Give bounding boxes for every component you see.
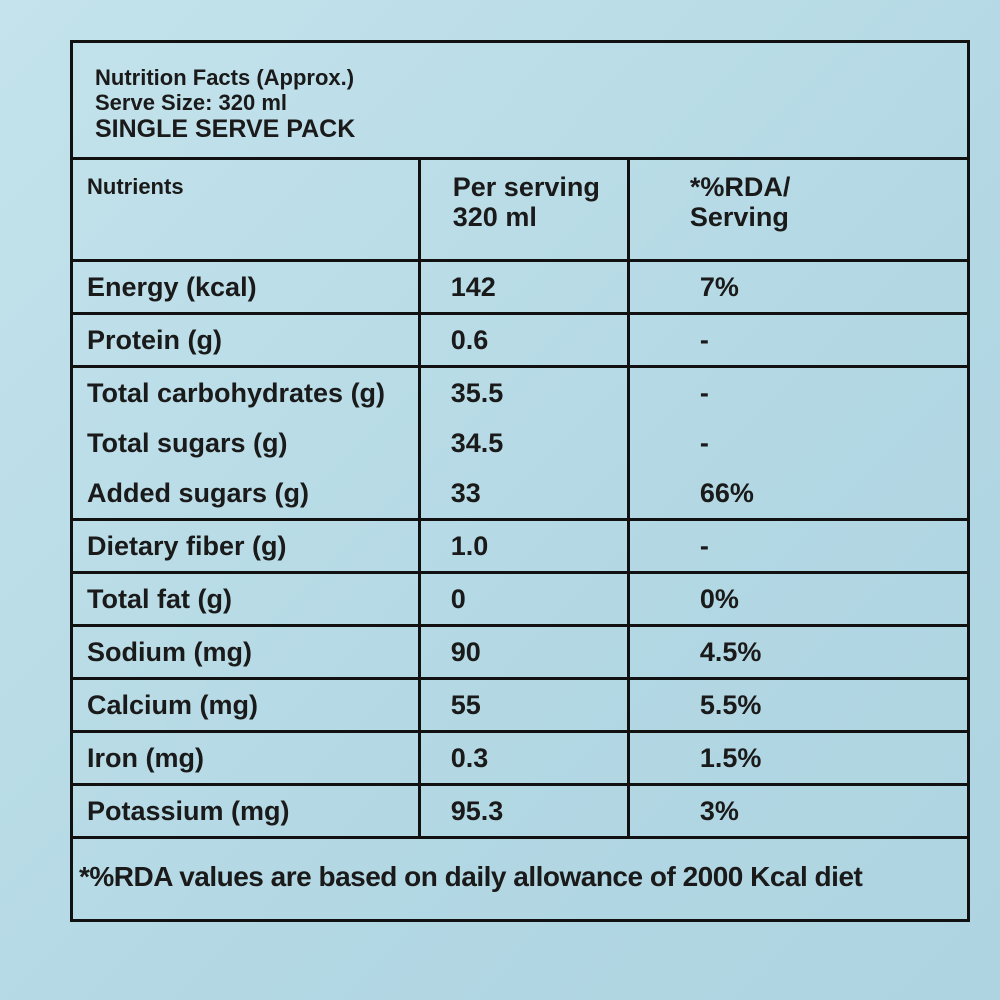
- table-cell: 95.3: [417, 782, 630, 839]
- cell-text: 7%: [699, 271, 739, 302]
- footnote: *%RDA values are based on daily allowanc…: [79, 860, 863, 892]
- table-row: Potassium (mg) 95.3 3%: [73, 782, 967, 839]
- table-cell: 3%: [626, 782, 967, 839]
- column-header-line: *%RDA/: [689, 172, 791, 202]
- table-cell: - - 66%: [626, 364, 967, 521]
- cell-text: Total carbohydrates (g): [87, 377, 386, 408]
- nutrition-label: Nutrition Facts (Approx.) Serve Size: 320…: [70, 40, 970, 922]
- table-row: Protein (g) 0.6 -: [73, 311, 967, 368]
- cell-text: 55: [450, 689, 481, 720]
- cell-text: 0%: [699, 583, 739, 614]
- cell-text: Added sugars (g): [87, 477, 310, 508]
- table-cell: 7%: [626, 258, 967, 315]
- cell-text: Potassium (mg): [87, 795, 290, 826]
- cell-text: 34.5: [450, 427, 504, 458]
- cell-text: 35.5: [450, 377, 504, 408]
- header-line: SINGLE SERVE PACK: [95, 115, 356, 143]
- table-cell: Total carbohydrates (g) Total sugars (g) A…: [73, 364, 421, 521]
- table-cell: Sodium (mg): [73, 623, 421, 680]
- cell-text: 90: [450, 636, 481, 667]
- table-cell: 0.3: [417, 729, 630, 786]
- column-header: *%RDA/Serving: [626, 160, 967, 262]
- table-row: Iron (mg) 0.3 1.5%: [73, 729, 967, 786]
- table-row: Total fat (g) 0 0%: [73, 570, 967, 627]
- cell-text: 5.5%: [699, 689, 762, 720]
- column-header: Per serving 320 ml: [417, 160, 630, 262]
- table-cell: Energy (kcal): [73, 258, 421, 315]
- column-header-line: Nutrients: [87, 174, 184, 199]
- table-cell: -: [626, 311, 967, 368]
- cell-text: 1.0: [450, 530, 489, 561]
- cell-text: 95.3: [450, 795, 504, 826]
- column-header-line: Per serving: [452, 172, 600, 202]
- table-cell: 142: [417, 258, 630, 315]
- table-row: Energy (kcal) 142 7%: [73, 258, 967, 315]
- table-cell: Dietary fiber (g): [73, 517, 421, 574]
- table-cell: 90: [417, 623, 630, 680]
- cell-text: 1.5%: [699, 742, 762, 773]
- column-header-line: 320 ml: [452, 202, 537, 232]
- column-header: Nutrients: [73, 160, 421, 262]
- cell-text: Total fat (g): [87, 583, 232, 614]
- column-header-row: Nutrients Per serving 320 ml *%RDA/Serving: [73, 160, 967, 262]
- table-cell: 0%: [626, 570, 967, 627]
- cell-text: 0: [450, 583, 466, 614]
- cell-text: 0.6: [450, 324, 489, 355]
- nutrition-table: Nutrients Per serving 320 ml *%RDA/Serving E…: [73, 160, 967, 839]
- table-cell: 5.5%: [626, 676, 967, 733]
- table-cell: 4.5%: [626, 623, 967, 680]
- table-cell: 1.5%: [626, 729, 967, 786]
- label-header: Nutrition Facts (Approx.) Serve Size: 320…: [73, 43, 967, 160]
- table-cell: 0: [417, 570, 630, 627]
- cell-text: -: [699, 324, 709, 355]
- cell-text: Protein (g): [87, 324, 222, 355]
- column-header-line: Serving: [689, 202, 789, 232]
- table-cell: 1.0: [417, 517, 630, 574]
- cell-text: 0.3: [450, 742, 489, 773]
- table-cell: Calcium (mg): [73, 676, 421, 733]
- table-cell: 0.6: [417, 311, 630, 368]
- table-row: Total carbohydrates (g) Total sugars (g) A…: [73, 364, 967, 521]
- cell-text: Sodium (mg): [87, 636, 252, 667]
- table-cell: Iron (mg): [73, 729, 421, 786]
- cell-text: 3%: [699, 795, 739, 826]
- table-cell: 35.5 34.5 33: [417, 364, 630, 521]
- cell-text: -: [699, 530, 709, 561]
- cell-text: Energy (kcal): [87, 271, 257, 302]
- table-row: Dietary fiber (g) 1.0 -: [73, 517, 967, 574]
- cell-text: Calcium (mg): [87, 689, 259, 720]
- table-cell: Total fat (g): [73, 570, 421, 627]
- cell-text: Iron (mg): [87, 742, 204, 773]
- cell-text: 33: [450, 477, 481, 508]
- header-line: Serve Size: 320 ml: [95, 90, 288, 115]
- table-row: Sodium (mg) 90 4.5%: [73, 623, 967, 680]
- cell-text: 142: [450, 271, 496, 302]
- cell-text: Dietary fiber (g): [87, 530, 287, 561]
- cell-text: Total sugars (g): [87, 427, 288, 458]
- cell-text: 66%: [699, 477, 754, 508]
- table-row: Calcium (mg) 55 5.5%: [73, 676, 967, 733]
- table-cell: Potassium (mg): [73, 782, 421, 839]
- table-cell: -: [626, 517, 967, 574]
- header-line: Nutrition Facts (Approx.): [95, 65, 355, 90]
- cell-text: -: [699, 377, 709, 408]
- cell-text: 4.5%: [699, 636, 762, 667]
- table-cell: 55: [417, 676, 630, 733]
- table-cell: Protein (g): [73, 311, 421, 368]
- cell-text: -: [699, 427, 709, 458]
